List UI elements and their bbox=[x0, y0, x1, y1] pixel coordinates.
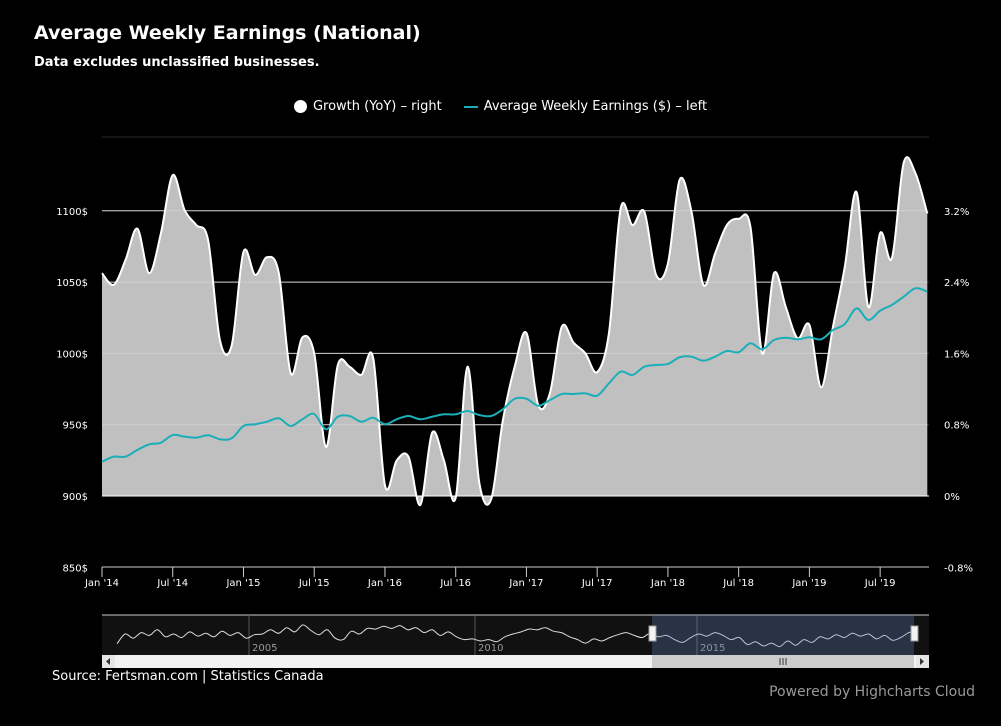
y-right-tick-label: 1.6% bbox=[944, 349, 969, 360]
y-right-tick-label: 3.2% bbox=[944, 207, 969, 218]
circle-icon bbox=[293, 100, 307, 113]
navigator-year-label: 2010 bbox=[478, 643, 503, 654]
legend: Growth (YoY) – right Average Weekly Earn… bbox=[0, 99, 1001, 114]
y-left-tick-label: 950$ bbox=[63, 421, 88, 432]
x-tick-label: Jan '16 bbox=[367, 578, 402, 589]
legend-item-earnings[interactable]: Average Weekly Earnings ($) – left bbox=[463, 99, 708, 114]
y-left-tick-label: 850$ bbox=[63, 563, 88, 574]
navigator-series bbox=[116, 624, 918, 648]
growth-area bbox=[102, 157, 928, 506]
x-tick-label: Jan '18 bbox=[650, 578, 685, 589]
credits-link[interactable]: Powered by Highcharts Cloud bbox=[769, 684, 975, 700]
arrow-right-icon bbox=[920, 658, 924, 665]
line-icon bbox=[463, 105, 478, 108]
chart-subtitle: Data excludes unclassified businesses. bbox=[34, 55, 320, 70]
arrow-left-icon bbox=[106, 658, 110, 665]
earnings-line bbox=[101, 287, 928, 463]
y-right-tick-label: 0.8% bbox=[944, 421, 969, 432]
y-right-tick-label: 0% bbox=[944, 492, 960, 503]
y-right-tick-label: 2.4% bbox=[944, 278, 969, 289]
y-right-tick-label: -0.8% bbox=[944, 563, 973, 574]
x-tick-label: Jul '15 bbox=[298, 578, 330, 589]
legend-item-growth[interactable]: Growth (YoY) – right bbox=[293, 99, 442, 114]
navigator-handle[interactable] bbox=[648, 625, 657, 642]
legend-label-growth: Growth (YoY) – right bbox=[312, 99, 442, 114]
navigator-year-label: 2005 bbox=[252, 643, 277, 654]
navigator-background bbox=[102, 615, 929, 655]
x-tick-label: Jan '19 bbox=[791, 578, 826, 589]
growth-line bbox=[101, 156, 929, 506]
x-tick-label: Jan '15 bbox=[225, 578, 260, 589]
x-tick-label: Jul '16 bbox=[439, 578, 471, 589]
navigator-selection bbox=[652, 615, 914, 655]
y-left-tick-label: 1000$ bbox=[56, 349, 88, 360]
x-tick-label: Jul '19 bbox=[864, 578, 896, 589]
y-left-tick-label: 1100$ bbox=[56, 207, 88, 218]
source-text: Source: Fertsman.com | Statistics Canada bbox=[52, 669, 324, 684]
x-tick-label: Jul '18 bbox=[722, 578, 754, 589]
x-tick-label: Jan '17 bbox=[508, 578, 543, 589]
chart-title: Average Weekly Earnings (National) bbox=[34, 22, 421, 44]
y-left-tick-label: 1050$ bbox=[56, 278, 88, 289]
navigator-handle[interactable] bbox=[910, 625, 919, 642]
navigator-year-label: 2015 bbox=[700, 643, 725, 654]
y-left-tick-label: 900$ bbox=[63, 492, 88, 503]
x-tick-label: Jan '14 bbox=[84, 578, 119, 589]
legend-label-earnings: Average Weekly Earnings ($) – left bbox=[483, 99, 708, 114]
x-tick-label: Jul '14 bbox=[156, 578, 188, 589]
x-tick-label: Jul '17 bbox=[581, 578, 613, 589]
